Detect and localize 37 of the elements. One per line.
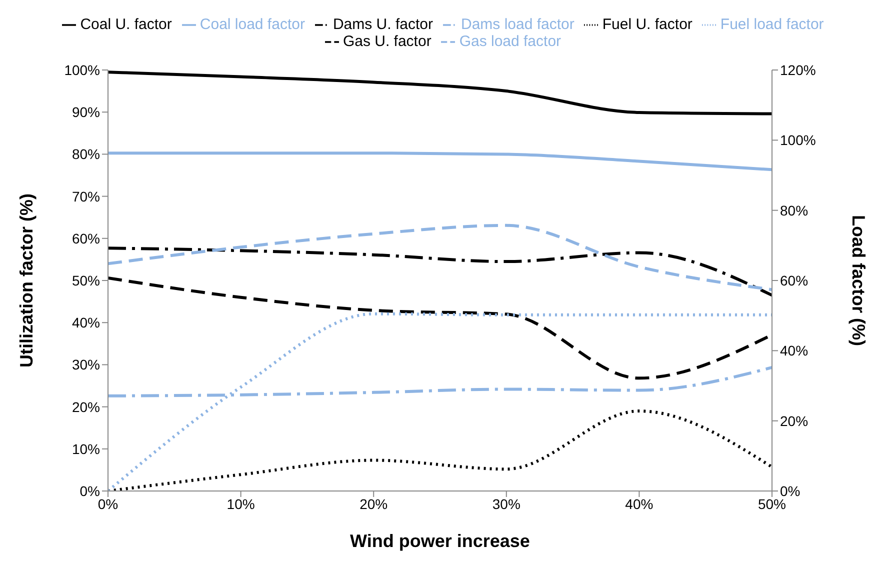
legend-label: Dams U. factor	[332, 16, 433, 33]
y-tick-label: 30%	[72, 356, 100, 373]
line-series	[108, 224, 772, 292]
y-tick-label: 20%	[72, 398, 100, 415]
y2-axis-title: Load factor (%)	[848, 214, 869, 346]
y2-tick-label: 40%	[780, 342, 808, 359]
x-tick-label: 20%	[360, 496, 388, 512]
line-series	[108, 152, 772, 172]
y-tick-label: 90%	[72, 104, 100, 120]
legend-label: Gas load factor	[459, 33, 562, 50]
y2-tick-label: 60%	[780, 272, 808, 288]
x-tick-label: 40%	[625, 496, 654, 512]
y-tick-label: 100%	[64, 62, 100, 78]
line-series	[108, 246, 772, 297]
x-tick-label: 0%	[98, 496, 118, 512]
legend-label: Gas U. factor	[342, 33, 432, 50]
y-tick-label: 80%	[72, 146, 100, 162]
legend-label: Coal load factor	[200, 16, 305, 33]
y-tick-label: 50%	[72, 272, 100, 288]
legend-label: Dams load factor	[460, 16, 574, 33]
y-tick-label: 0%	[80, 482, 100, 499]
legend-label: Fuel U. factor	[602, 16, 692, 33]
y-tick-label: 10%	[72, 440, 100, 457]
y-axis-title: Utilization factor (%)	[16, 193, 36, 368]
x-tick-label: 10%	[226, 496, 255, 512]
y2-tick-label: 20%	[780, 412, 808, 429]
y-tick-label: 60%	[72, 230, 100, 246]
y2-tick-label: 80%	[780, 202, 808, 218]
y-tick-label: 70%	[72, 188, 100, 204]
y2-tick-label: 120%	[780, 62, 816, 78]
x-axis-title: Wind power increase	[350, 531, 530, 551]
legend-label: Fuel load factor	[720, 16, 824, 33]
legend-label: Coal U. factor	[80, 16, 172, 33]
x-tick-label: 30%	[492, 496, 520, 512]
y-tick-label: 40%	[72, 314, 100, 331]
line-series	[108, 70, 772, 116]
y2-tick-label: 100%	[780, 132, 816, 148]
